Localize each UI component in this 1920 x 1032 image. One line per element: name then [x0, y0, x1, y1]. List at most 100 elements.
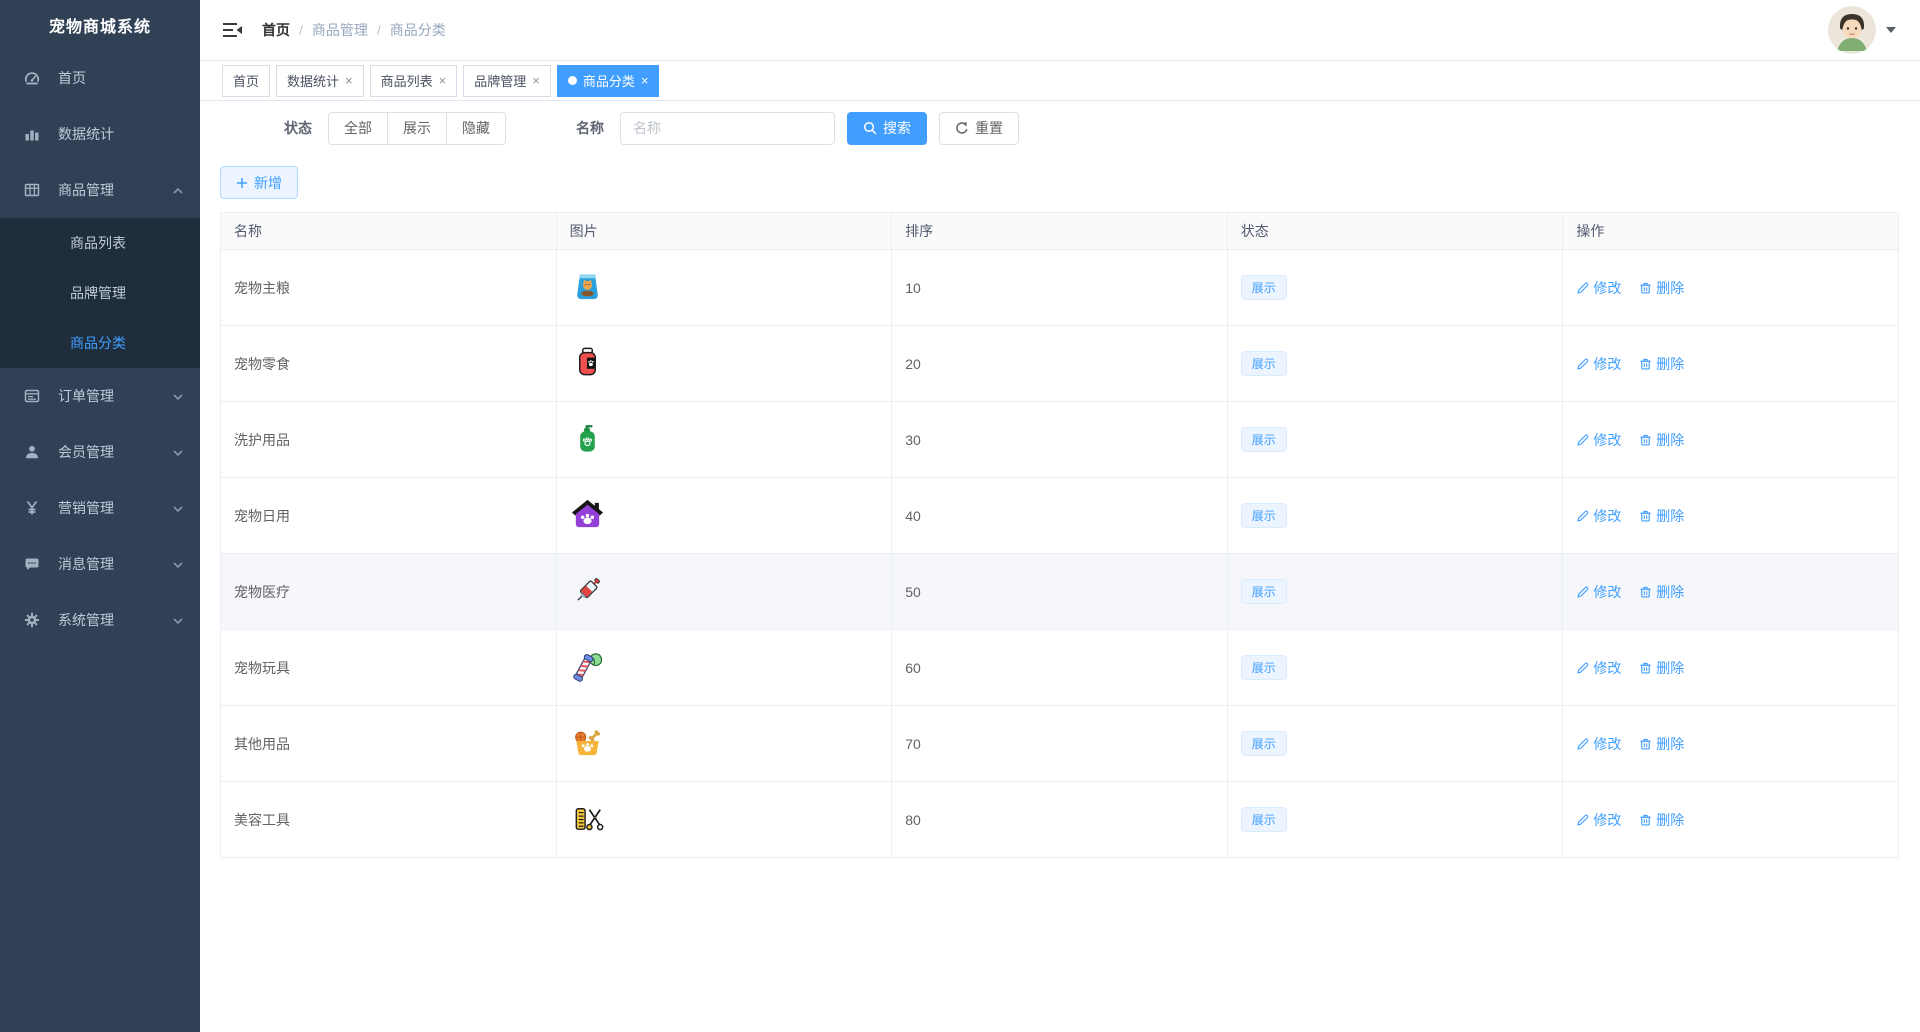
sidebar-item-statistics[interactable]: 数据统计 — [0, 106, 200, 162]
close-icon[interactable]: × — [345, 73, 353, 88]
hamburger-icon[interactable] — [222, 19, 244, 41]
edit-link[interactable]: 修改 — [1576, 506, 1621, 526]
tab-label: 首页 — [233, 74, 260, 89]
caret-down-icon[interactable] — [1886, 27, 1896, 33]
delete-link[interactable]: 删除 — [1639, 810, 1684, 830]
sidebar-item-system-management[interactable]: 系统管理 — [0, 592, 200, 648]
delete-link[interactable]: 删除 — [1639, 506, 1684, 526]
delete-link[interactable]: 删除 — [1639, 582, 1684, 602]
edit-link[interactable]: 修改 — [1576, 810, 1621, 830]
cell-image — [555, 249, 893, 326]
close-icon[interactable]: × — [532, 73, 540, 88]
status-option-all[interactable]: 全部 — [328, 111, 388, 145]
tab-brand-management[interactable]: 品牌管理 × — [463, 64, 551, 97]
cell-sort: 10 — [891, 249, 1228, 326]
grooming-tools-image — [570, 801, 892, 839]
close-icon[interactable]: × — [640, 73, 649, 88]
status-tag: 展示 — [1240, 503, 1287, 528]
cell-name: 宠物零食 — [220, 325, 557, 402]
sidebar-item-marketing-management[interactable]: 营销管理 — [0, 480, 200, 536]
name-search-input[interactable] — [620, 111, 835, 145]
delete-link[interactable]: 删除 — [1639, 354, 1684, 374]
breadcrumb-product-management: 商品管理 — [311, 22, 368, 38]
cell-image — [555, 705, 893, 782]
trash-icon — [1639, 737, 1652, 750]
sidebar-subitem-label: 商品列表 — [70, 235, 126, 251]
search-button[interactable]: 搜索 — [847, 111, 927, 145]
chevron-down-icon — [172, 446, 184, 458]
table-row: 宠物主粮 — [220, 249, 1899, 326]
cell-status: 展示 — [1226, 401, 1564, 478]
status-option-hide[interactable]: 隐藏 — [447, 111, 506, 145]
app-title: 宠物商城系统 — [48, 19, 151, 36]
breadcrumb-separator: / — [376, 22, 381, 38]
trash-icon — [1639, 813, 1652, 826]
sidebar-item-home[interactable]: 首页 — [0, 50, 200, 106]
avatar[interactable] — [1828, 6, 1876, 54]
edit-link[interactable]: 修改 — [1576, 658, 1621, 678]
sidebar-item-label: 商品管理 — [58, 182, 114, 198]
edit-link[interactable]: 修改 — [1576, 278, 1621, 298]
edit-link[interactable]: 修改 — [1576, 354, 1621, 374]
sidebar-menu: 首页 数据统计 商品管理 商品列表 — [0, 50, 200, 648]
cell-name: 美容工具 — [220, 781, 557, 858]
edit-link[interactable]: 修改 — [1576, 734, 1621, 754]
edit-icon — [1576, 585, 1589, 598]
shampoo-bottle-image — [570, 421, 892, 459]
trash-icon — [1639, 509, 1652, 522]
status-radio-group: 全部 展示 隐藏 — [328, 111, 506, 145]
main-area: 首页 / 商品管理 / 商品分类 — [200, 0, 1920, 1032]
edit-icon — [1576, 281, 1589, 294]
cell-sort: 80 — [891, 781, 1228, 858]
sidebar-item-product-management[interactable]: 商品管理 — [0, 162, 200, 218]
table-row: 宠物玩具 — [220, 629, 1899, 706]
refresh-icon — [955, 121, 969, 135]
cell-image — [555, 629, 893, 706]
cell-name: 宠物主粮 — [220, 249, 557, 326]
reset-button[interactable]: 重置 — [939, 111, 1019, 145]
cell-image — [555, 477, 893, 554]
status-option-show[interactable]: 展示 — [388, 111, 447, 145]
edit-link[interactable]: 修改 — [1576, 582, 1621, 602]
sidebar-item-order-management[interactable]: 订单管理 — [0, 368, 200, 424]
status-tag: 展示 — [1240, 807, 1287, 832]
tab-label: 商品分类 — [582, 74, 635, 89]
tab-product-category[interactable]: 商品分类 × — [556, 64, 660, 97]
cell-status: 展示 — [1226, 553, 1564, 630]
cell-name: 宠物医疗 — [220, 553, 557, 630]
bar-chart-icon — [24, 126, 40, 142]
tab-product-list[interactable]: 商品列表 × — [369, 64, 458, 97]
delete-link[interactable]: 删除 — [1639, 658, 1684, 678]
sidebar-item-message-management[interactable]: 消息管理 — [0, 536, 200, 592]
tab-data-statistics[interactable]: 数据统计 × — [276, 64, 364, 97]
column-header-name: 名称 — [220, 212, 557, 250]
cell-status: 展示 — [1226, 781, 1564, 858]
tab-home[interactable]: 首页 — [222, 64, 271, 97]
cell-actions: 修改 删除 — [1562, 705, 1899, 782]
pet-house-image — [570, 497, 892, 535]
chevron-up-icon — [172, 184, 184, 196]
delete-link[interactable]: 删除 — [1639, 430, 1684, 450]
edit-link[interactable]: 修改 — [1576, 430, 1621, 450]
tab-label: 商品列表 — [380, 74, 433, 89]
name-filter-label: 名称 — [576, 120, 604, 136]
sidebar-subitem-product-category[interactable]: 商品分类 — [0, 318, 200, 368]
table-row: 宠物医疗 — [220, 553, 1899, 630]
cell-actions: 修改 删除 — [1562, 477, 1899, 554]
cell-sort: 20 — [891, 325, 1228, 402]
cell-image — [555, 553, 893, 630]
cell-image — [555, 401, 893, 478]
close-icon[interactable]: × — [438, 73, 447, 88]
delete-link[interactable]: 删除 — [1639, 278, 1684, 298]
user-menu[interactable] — [1828, 6, 1896, 54]
breadcrumb-home[interactable]: 首页 — [262, 22, 290, 38]
breadcrumb-separator: / — [299, 22, 303, 38]
sidebar-item-member-management[interactable]: 会员管理 — [0, 424, 200, 480]
snack-jar-image — [570, 345, 892, 383]
add-button[interactable]: 新增 — [220, 166, 298, 199]
sidebar-subitem-product-list[interactable]: 商品列表 — [0, 218, 200, 268]
sidebar-subitem-brand-management[interactable]: 品牌管理 — [0, 268, 200, 318]
edit-icon — [1576, 357, 1589, 370]
trash-icon — [1639, 585, 1652, 598]
delete-link[interactable]: 删除 — [1639, 734, 1684, 754]
